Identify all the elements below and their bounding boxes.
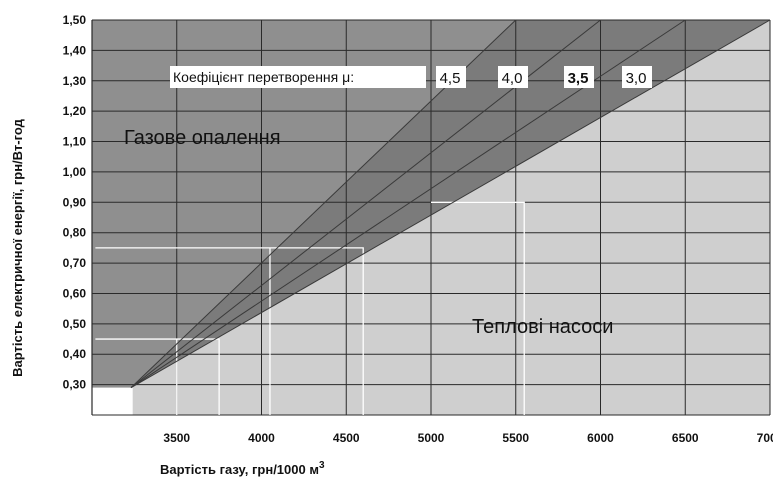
mu-value-label: 4,0 bbox=[502, 70, 523, 87]
y-tick-label: 0,70 bbox=[63, 256, 87, 270]
x-tick-label: 6000 bbox=[587, 431, 614, 445]
guide-line bbox=[95, 338, 220, 415]
mu-value-box bbox=[564, 66, 594, 88]
x-tick-label: 7000 bbox=[757, 431, 773, 445]
y-tick-label: 1,00 bbox=[63, 165, 87, 179]
y-tick-label: 1,40 bbox=[63, 43, 87, 57]
x-tick-label: 4000 bbox=[248, 431, 275, 445]
y-tick-label: 1,50 bbox=[63, 13, 87, 27]
guide-line bbox=[95, 247, 364, 415]
mu-value-box bbox=[622, 66, 652, 88]
x-tick-label: 5000 bbox=[418, 431, 445, 445]
gas-heating-label: Газове опалення bbox=[124, 127, 281, 149]
y-tick-label: 0,60 bbox=[63, 286, 87, 300]
mu-value-box bbox=[436, 66, 466, 88]
guide-line bbox=[431, 201, 525, 415]
heat-pumps-label: Теплові насоси bbox=[472, 316, 613, 338]
gas-heating-region bbox=[92, 20, 516, 388]
mu-value-box bbox=[498, 66, 528, 88]
y-tick-label: 1,10 bbox=[63, 135, 87, 149]
x-tick-label: 4500 bbox=[333, 431, 360, 445]
mu-value-label: 3,0 bbox=[626, 70, 647, 87]
y-tick-label: 0,40 bbox=[63, 347, 87, 361]
x-tick-label: 5500 bbox=[502, 431, 529, 445]
y-tick-label: 0,30 bbox=[63, 378, 87, 392]
y-tick-label: 1,20 bbox=[63, 104, 87, 118]
blank-corner bbox=[92, 387, 133, 415]
mu-value-label: 3,5 bbox=[568, 70, 589, 87]
y-tick-label: 0,80 bbox=[63, 226, 87, 240]
mu-legend: Коефіцієнт перетворення μ: 4,5 4,0 3,5 3,0 bbox=[170, 66, 652, 88]
x-tick-label: 6500 bbox=[672, 431, 699, 445]
mu-caption: Коефіцієнт перетворення μ: bbox=[173, 69, 354, 85]
mu-value-label: 4,5 bbox=[440, 70, 461, 87]
x-axis-title: Вартість газу, грн/1000 м3 bbox=[160, 460, 325, 477]
y-tick-label: 0,90 bbox=[63, 195, 87, 209]
mu-line bbox=[130, 19, 771, 389]
y-tick-label: 1,30 bbox=[63, 74, 87, 88]
y-tick-label: 0,50 bbox=[63, 317, 87, 331]
y-axis-title: Вартість електричної енергії, грн/Вт-год bbox=[10, 118, 25, 376]
x-tick-label: 3500 bbox=[163, 431, 190, 445]
